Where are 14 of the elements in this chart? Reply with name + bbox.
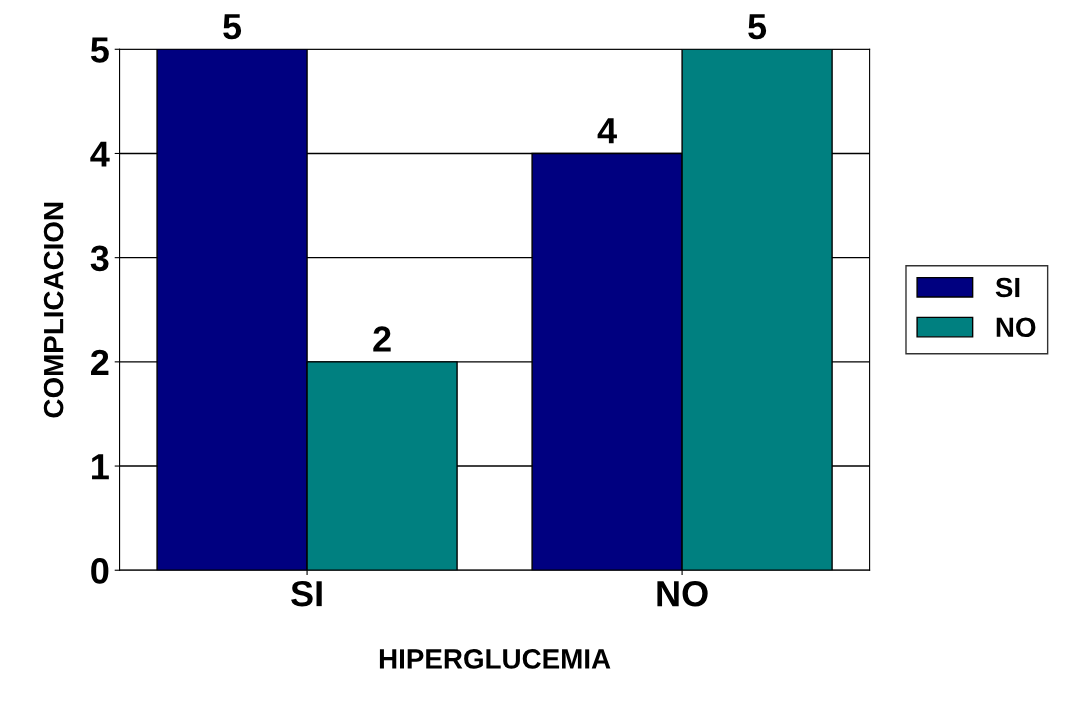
y-axis-title: COMPLICACION [43,202,64,418]
y-tick-label: 5 [90,37,109,63]
legend-label: NO [996,317,1036,338]
y-tick-label: 3 [90,245,109,272]
data-label: 5 [748,14,767,40]
data-label: 4 [597,118,617,144]
y-tick-label: 0 [91,558,109,584]
legend-label: SI [995,277,1020,298]
y-tick-label: 1 [92,454,109,480]
data-label: 2 [373,326,391,352]
y-tick-label: 4 [90,141,110,167]
data-label: 5 [223,14,242,40]
y-tick-label: 2 [91,349,109,375]
x-axis-title: HIPERGLUCEMIA [379,649,611,669]
